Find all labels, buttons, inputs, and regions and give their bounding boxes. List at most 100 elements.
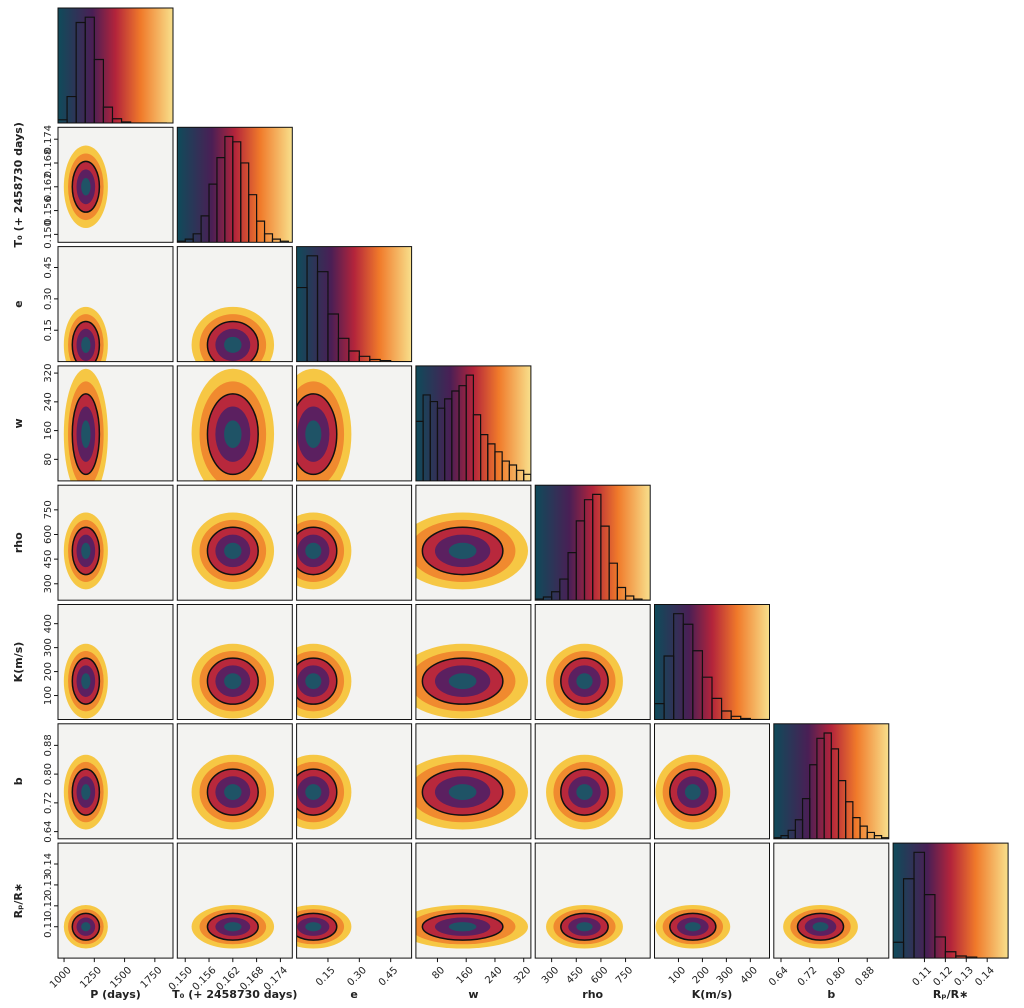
density-contour: [224, 673, 242, 690]
panel-frame: [296, 365, 413, 482]
x-tick-label: 0.88: [853, 965, 877, 989]
panel: [415, 723, 531, 839]
hist-bin: [93, 58, 104, 123]
hist-bin: [263, 233, 274, 243]
density-contour: [576, 922, 593, 932]
panel: [177, 127, 293, 243]
hist-bin: [111, 118, 123, 123]
x-axis-label: K(m/s): [692, 988, 733, 1001]
panel-frame: [57, 484, 174, 601]
hist-bin: [740, 717, 751, 720]
panel: [296, 365, 412, 481]
y-axis-label: w: [12, 418, 25, 428]
y-tick-label: 0.64: [43, 820, 54, 842]
panel: [893, 843, 1009, 959]
panel: [58, 604, 173, 720]
x-tick-label: 1500: [108, 965, 134, 991]
panel-frame: [773, 842, 890, 959]
panel-frame: [176, 246, 293, 363]
panel-frame: [57, 842, 174, 959]
hist-background: [177, 127, 293, 243]
y-tick-label: 80: [43, 453, 54, 466]
x-tick-label: 0.45: [377, 965, 401, 989]
x-axis-label: b: [827, 988, 835, 1001]
panel-frame: [654, 604, 770, 720]
x-axis-label: T₀ (+ 2458730 days): [172, 988, 297, 1001]
density-contour: [684, 922, 701, 932]
panel: [58, 485, 173, 601]
density-contour: [224, 542, 242, 560]
y-tick-label: 600: [43, 525, 54, 544]
x-tick-label: 600: [589, 965, 610, 986]
density-contour: [576, 784, 593, 800]
hist-bin: [279, 240, 289, 243]
panel-frame: [296, 842, 413, 959]
y-axis-label: rho: [12, 532, 25, 553]
x-axis-label: w: [468, 988, 478, 1001]
y-tick-label: 320: [43, 364, 54, 383]
y-axis-label: Rₚ/R∗: [12, 883, 25, 918]
x-tick-label: 1000: [48, 965, 74, 991]
x-tick-label: 0.11: [911, 965, 935, 989]
panel-frame: [57, 7, 174, 124]
y-tick-label: 0.168: [43, 149, 54, 178]
panel: [773, 723, 889, 839]
panel-frame: [176, 365, 293, 482]
panel-frame: [415, 842, 532, 959]
hist-bin: [337, 337, 350, 362]
panel-frame: [534, 723, 651, 840]
y-tick-label: 300: [43, 574, 54, 593]
panel: [773, 843, 889, 959]
hist-bin: [523, 473, 531, 481]
hist-bin: [608, 562, 618, 601]
panel: [296, 485, 412, 601]
y-tick-label: 0.150: [43, 220, 54, 249]
density-contour: [448, 673, 477, 690]
y-axis-label: T₀ (+ 2458730 days): [12, 122, 25, 247]
y-axis-label: e: [12, 300, 25, 307]
density-contour: [224, 336, 242, 353]
x-tick-label: 80: [430, 965, 447, 982]
hist-bin: [881, 837, 889, 839]
panel: [415, 365, 531, 481]
panel: [535, 604, 651, 720]
panel-frame: [176, 604, 293, 720]
panel-frame: [296, 723, 413, 840]
x-tick-label: 0.15: [314, 965, 338, 989]
panel-frame: [534, 842, 651, 959]
density-contour: [305, 542, 322, 560]
panel-frame: [176, 723, 293, 840]
x-tick-label: 0.80: [825, 965, 849, 989]
hist-bin: [624, 595, 635, 601]
hist-bin: [616, 586, 627, 601]
hist-bin: [965, 956, 978, 959]
y-tick-label: 240: [43, 392, 54, 411]
panel-frame: [176, 126, 293, 243]
y-tick-label: 0.12: [43, 895, 54, 917]
y-tick-label: 0.156: [43, 196, 54, 225]
y-tick-label: 0.88: [43, 734, 54, 756]
panel-frame: [415, 484, 532, 601]
x-tick-label: 0.12: [932, 965, 956, 989]
hist-bin: [934, 936, 946, 959]
y-tick-label: 160: [43, 421, 54, 440]
density-contour: [305, 922, 322, 932]
hist-background: [58, 8, 173, 123]
x-tick-label: 320: [512, 965, 533, 986]
x-tick-label: 0.72: [796, 965, 820, 989]
x-axis-label: P (days): [90, 988, 141, 1001]
panel: [177, 604, 293, 720]
panel-frame: [296, 484, 413, 601]
panel: [415, 843, 531, 959]
density-contour: [448, 542, 477, 560]
panel-frame: [892, 842, 1009, 959]
panel: [58, 365, 173, 481]
x-axis-label: e: [350, 988, 357, 1001]
y-axis-label: b: [12, 777, 25, 785]
density-contour: [81, 542, 91, 560]
density-contour: [224, 922, 242, 932]
hist-bin: [720, 710, 732, 720]
panel: [177, 843, 293, 959]
hist-bin: [944, 951, 957, 959]
